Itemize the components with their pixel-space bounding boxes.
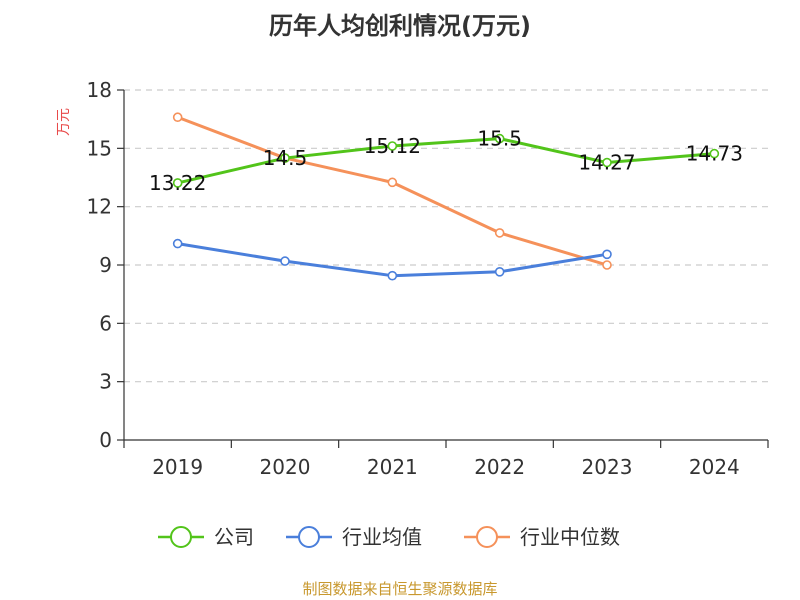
x-tick-label: 2024 xyxy=(689,455,740,479)
data-label: 14.27 xyxy=(578,151,635,175)
data-point xyxy=(494,267,505,277)
legend: 公司 行业均值 行业中位数 xyxy=(158,525,620,549)
legend-label: 公司 xyxy=(214,525,254,549)
axes: 0 3 6 9 12 15 18 2019 2020 2021 2022 2023 2024 xyxy=(87,78,769,479)
data-label: 15.12 xyxy=(364,134,421,158)
data-point xyxy=(387,177,398,188)
data-point xyxy=(494,228,505,238)
series-line xyxy=(176,137,716,185)
data-point xyxy=(602,249,612,260)
series-line xyxy=(176,242,609,278)
x-tick-label: 2023 xyxy=(582,455,633,479)
data-point xyxy=(172,112,183,123)
data-point xyxy=(280,153,290,163)
data-label: 15.5 xyxy=(477,127,522,151)
y-tick-label: 18 xyxy=(87,78,112,102)
data-point xyxy=(602,260,612,270)
y-axis-label: 万元 xyxy=(56,108,72,136)
data-point xyxy=(387,270,398,281)
data-point xyxy=(709,148,720,159)
legend-marker xyxy=(476,526,498,548)
y-tick-label: 9 xyxy=(99,253,112,277)
y-tick-label: 12 xyxy=(87,195,112,219)
data-label: 13.22 xyxy=(149,171,206,195)
data-point xyxy=(602,157,612,168)
data-point xyxy=(387,141,398,151)
series-lines xyxy=(172,112,720,281)
source-note: 制图数据来自恒生聚源数据库 xyxy=(302,580,497,598)
data-point xyxy=(280,256,290,266)
data-label: 14.5 xyxy=(263,146,308,170)
data-point xyxy=(172,178,183,188)
data-label: 14.73 xyxy=(686,142,743,166)
x-tick-label: 2022 xyxy=(474,455,525,479)
x-tick-label: 2020 xyxy=(260,455,311,479)
legend-marker xyxy=(298,526,320,548)
y-tick-label: 6 xyxy=(99,311,112,335)
x-tick-label: 2019 xyxy=(152,455,203,479)
legend-marker xyxy=(170,526,192,548)
data-labels: 13.22 14.5 15.12 15.5 14.27 14.73 xyxy=(149,127,743,195)
chart-title: 历年人均创利情况(万元) xyxy=(269,12,531,40)
legend-label: 行业中位数 xyxy=(520,525,620,549)
y-tick-label: 3 xyxy=(99,370,112,394)
y-tick-label: 0 xyxy=(99,428,112,452)
data-point xyxy=(494,133,505,144)
data-point xyxy=(172,238,183,249)
x-tick-label: 2021 xyxy=(367,455,418,479)
legend-label: 行业均值 xyxy=(342,525,422,549)
y-tick-label: 15 xyxy=(87,136,112,160)
